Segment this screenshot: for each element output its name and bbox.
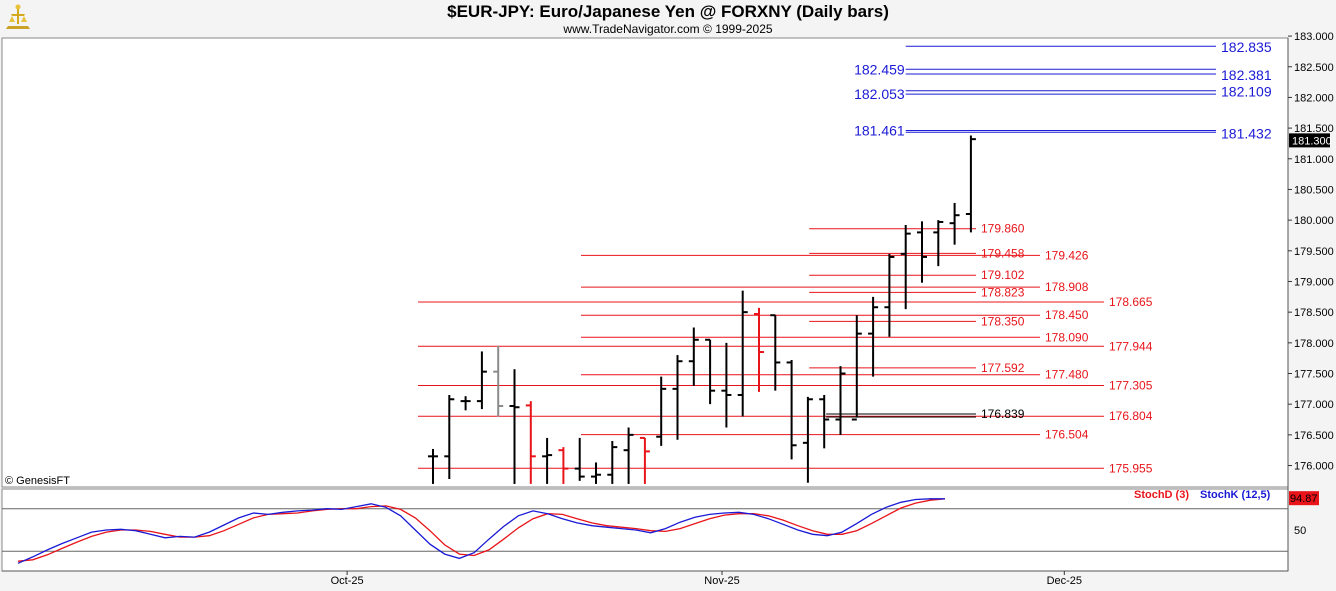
red-level-label: 178.908	[1045, 280, 1089, 294]
ohlc-bar	[868, 296, 879, 377]
y-tick-label: 176.000	[1294, 461, 1334, 473]
gold-bull-logo-icon	[2, 2, 34, 34]
stoch-level-label: 50	[1294, 525, 1306, 537]
y-axis-area	[1288, 38, 1336, 571]
ohlc-bar	[705, 338, 716, 405]
red-level-label: 177.592	[981, 361, 1025, 375]
watermark-label: © GenesisFT	[5, 475, 70, 487]
blue-level-label: 181.432	[1221, 125, 1272, 141]
ohlc-bar	[574, 437, 585, 481]
ohlc-bar	[525, 401, 536, 484]
red-level-label: 175.955	[1109, 461, 1153, 475]
ohlc-bar	[542, 437, 553, 484]
y-tick-label: 178.000	[1294, 338, 1334, 350]
stoch-d-legend: StochD (3)	[1134, 489, 1189, 501]
blue-level-label: 182.053	[854, 86, 905, 102]
red-level-label: 179.458	[981, 246, 1025, 260]
ohlc-bar	[428, 448, 438, 484]
red-level-label: 178.665	[1109, 295, 1153, 309]
black-level-label: 176.839	[981, 407, 1025, 421]
red-level-label: 179.102	[981, 268, 1025, 282]
y-tick-label: 182.500	[1294, 62, 1334, 74]
ohlc-bar	[819, 394, 830, 449]
ohlc-bar	[639, 436, 650, 484]
y-tick-label: 177.500	[1294, 369, 1334, 381]
ohlc-bar	[884, 253, 895, 337]
y-tick-label: 180.000	[1294, 215, 1334, 227]
ohlc-bar	[460, 396, 471, 411]
red-level-label: 176.804	[1109, 409, 1153, 423]
red-level-label: 179.426	[1045, 248, 1089, 262]
last-price-label: 181.300	[1292, 135, 1332, 147]
x-tick-label: Dec-25	[1047, 575, 1082, 587]
y-tick-label: 176.500	[1294, 430, 1334, 442]
ohlc-bar	[949, 202, 960, 245]
red-level-label: 178.090	[1045, 330, 1089, 344]
chart-header: $EUR-JPY: Euro/Japanese Yen @ FORXNY (Da…	[0, 0, 1336, 38]
ohlc-bar	[656, 376, 667, 446]
red-level-label: 177.944	[1109, 339, 1153, 353]
stoch-k-legend: StochK (12,5)	[1200, 489, 1271, 501]
ohlc-bar	[900, 225, 911, 310]
ohlc-bar	[558, 447, 569, 484]
y-tick-label: 181.500	[1294, 123, 1334, 135]
red-level-label: 178.350	[981, 314, 1025, 328]
ohlc-bar	[933, 220, 944, 267]
ohlc-bar	[623, 427, 634, 484]
y-tick-label: 180.500	[1294, 184, 1334, 196]
ohlc-bar	[917, 221, 927, 283]
ohlc-bar	[786, 360, 797, 460]
ohlc-bar	[965, 135, 976, 233]
red-level-label: 177.305	[1109, 378, 1153, 392]
blue-level-label: 182.109	[1221, 84, 1272, 100]
ohlc-bars	[428, 135, 976, 484]
chart-subtitle: www.TradeNavigator.com © 1999-2025	[563, 22, 773, 36]
y-tick-label: 182.000	[1294, 92, 1334, 104]
red-level-label: 178.450	[1045, 308, 1089, 322]
ohlc-bar	[851, 315, 862, 421]
ohlc-bar	[591, 462, 601, 484]
blue-level-label: 182.459	[854, 61, 905, 77]
chart-title: $EUR-JPY: Euro/Japanese Yen @ FORXNY (Da…	[447, 2, 889, 21]
red-level-label: 177.480	[1045, 368, 1089, 382]
last-price-badge	[1289, 133, 1330, 148]
blue-level-label: 182.381	[1221, 67, 1272, 83]
ohlc-bar	[802, 396, 813, 483]
red-level-label: 179.860	[981, 222, 1025, 236]
ohlc-bar	[721, 342, 732, 428]
ohlc-bar	[672, 355, 683, 440]
stoch-d-line	[17, 498, 946, 562]
x-tick-label: Oct-25	[331, 575, 364, 587]
blue-level-label: 181.461	[854, 122, 905, 138]
stoch-last-badge	[1289, 491, 1319, 506]
y-tick-label: 181.000	[1294, 154, 1334, 166]
y-tick-label: 179.500	[1294, 246, 1334, 258]
ohlc-bar	[509, 369, 520, 484]
ohlc-bar	[688, 327, 699, 386]
ohlc-bar	[770, 314, 781, 391]
red-level-label: 178.823	[981, 285, 1025, 299]
y-tick-label: 183.000	[1294, 31, 1334, 43]
price-panel	[1, 37, 1289, 488]
stoch-last-label: 94.87	[1290, 493, 1318, 505]
y-tick-label: 177.000	[1294, 399, 1334, 411]
ohlc-bar	[493, 345, 504, 417]
red-level-label: 176.504	[1045, 428, 1089, 442]
ohlc-bar	[444, 394, 455, 480]
ohlc-bar	[737, 290, 748, 417]
blue-level-label: 182.835	[1221, 39, 1272, 55]
y-tick-label: 178.500	[1294, 307, 1334, 319]
ohlc-bar	[754, 307, 764, 392]
ohlc-bar	[476, 351, 487, 410]
y-tick-label: 179.000	[1294, 276, 1334, 288]
stoch-k-line	[17, 498, 945, 564]
x-tick-label: Nov-25	[704, 575, 739, 587]
ohlc-bar	[607, 440, 618, 484]
ohlc-bar	[835, 366, 846, 435]
